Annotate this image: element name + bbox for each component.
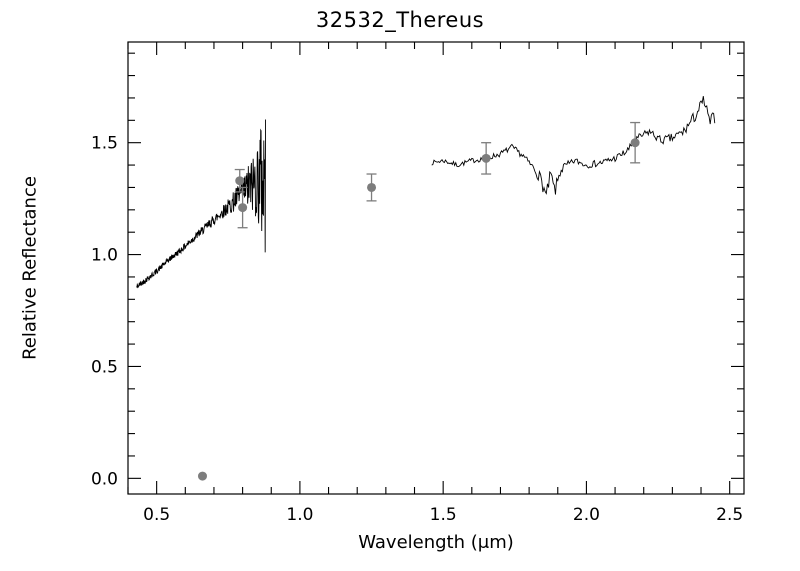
svg-text:2.0: 2.0 xyxy=(573,505,600,525)
svg-text:0.5: 0.5 xyxy=(91,357,118,377)
svg-text:1.0: 1.0 xyxy=(286,505,313,525)
svg-text:2.5: 2.5 xyxy=(716,505,743,525)
svg-text:0.0: 0.0 xyxy=(91,469,118,489)
svg-text:1.0: 1.0 xyxy=(91,246,118,266)
svg-text:1.5: 1.5 xyxy=(430,505,457,525)
chart-title: 32532_Thereus xyxy=(315,8,485,32)
svg-text:1.5: 1.5 xyxy=(91,134,118,154)
y-axis-label: Relative Reflectance xyxy=(19,176,41,360)
svg-text:0.5: 0.5 xyxy=(143,505,170,525)
x-axis-label: Wavelength (μm) xyxy=(358,532,514,553)
